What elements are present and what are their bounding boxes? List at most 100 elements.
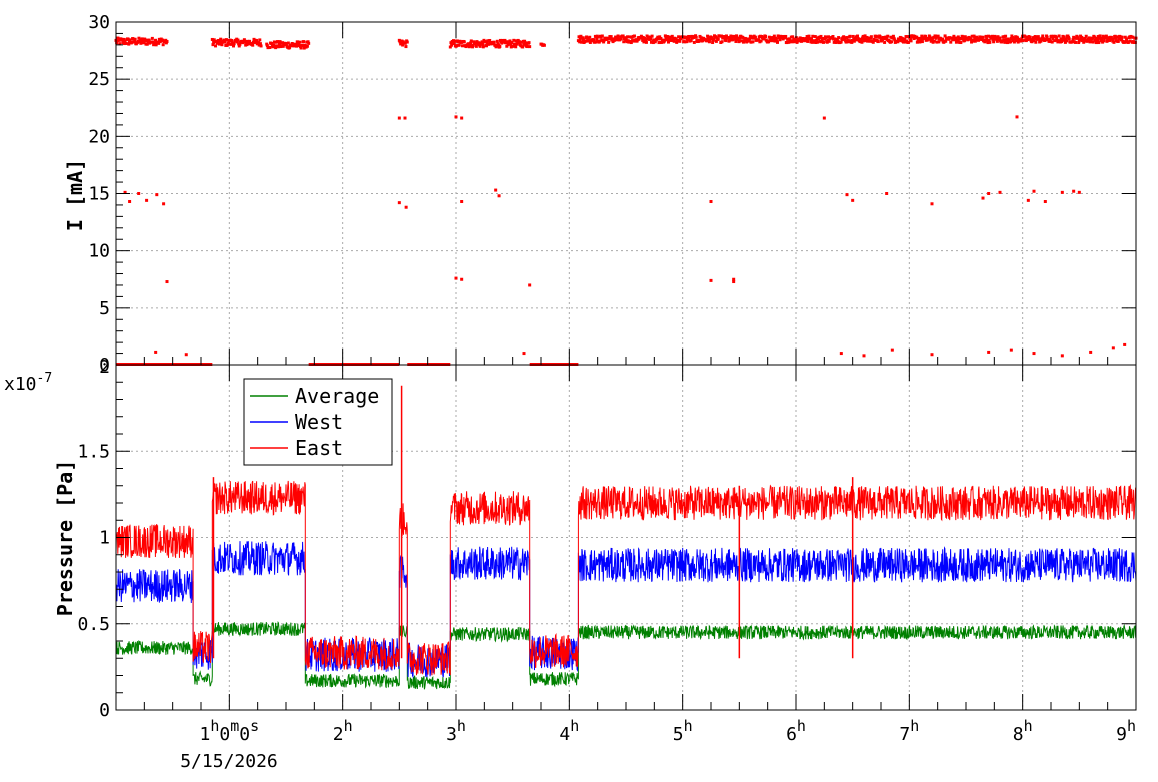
current-outlier-point	[822, 116, 826, 120]
current-data-point	[669, 38, 673, 42]
current-data-point	[138, 38, 142, 42]
current-outlier-point	[145, 198, 149, 202]
current-data-point	[1034, 40, 1038, 44]
current-data-point	[307, 41, 311, 45]
current-data-point	[995, 38, 999, 42]
current-outlier-point	[454, 276, 458, 280]
current-data-point	[1112, 40, 1116, 44]
current-data-point	[915, 35, 919, 39]
current-data-point	[905, 35, 909, 39]
current-data-point	[128, 38, 132, 42]
current-data-point	[920, 34, 924, 38]
current-outlier-point	[528, 283, 532, 287]
current-data-point	[819, 34, 823, 38]
current-data-point	[753, 35, 757, 39]
current-data-point	[486, 39, 490, 43]
current-data-point	[1125, 37, 1129, 41]
current-data-point	[276, 40, 280, 44]
pressure-y-multiplier: x10-7	[4, 371, 52, 395]
current-data-point	[258, 42, 262, 46]
current-data-point	[602, 40, 606, 44]
current-data-point	[705, 39, 709, 43]
current-outlier-point	[839, 352, 843, 356]
current-data-point	[734, 39, 738, 43]
current-data-point	[983, 40, 987, 44]
current-data-point	[1055, 36, 1059, 40]
pressure-series-average	[115, 621, 1137, 690]
current-data-point	[230, 38, 234, 42]
current-outlier-point	[845, 193, 849, 197]
current-data-point	[1045, 35, 1049, 39]
current-data-point	[891, 34, 895, 38]
current-data-point	[483, 40, 487, 44]
current-data-point	[588, 35, 592, 39]
current-data-point	[650, 34, 654, 38]
current-data-point	[714, 39, 718, 43]
current-data-point	[653, 40, 657, 44]
current-data-point	[970, 40, 974, 44]
pressure-y-top-label: 2	[99, 357, 110, 378]
time-tick-label: 9h	[1116, 717, 1136, 745]
current-data-point	[131, 37, 135, 41]
current-data-point	[306, 40, 310, 44]
current-data-point	[621, 34, 625, 38]
current-data-point	[951, 38, 955, 42]
current-data-point	[740, 39, 744, 43]
current-data-point	[987, 34, 991, 38]
current-data-point	[908, 36, 912, 40]
current-data-point	[265, 44, 269, 48]
current-y-tick-label: 30	[88, 12, 110, 33]
current-data-point	[987, 38, 991, 42]
current-data-point	[295, 44, 299, 48]
current-data-point	[900, 37, 904, 41]
current-data-point	[498, 44, 502, 48]
current-data-point	[1009, 40, 1013, 44]
current-data-point	[990, 34, 994, 38]
current-data-point	[847, 40, 851, 44]
current-data-point	[1097, 41, 1101, 45]
current-data-point	[127, 42, 131, 46]
current-data-point	[884, 35, 888, 39]
current-data-point	[784, 34, 788, 38]
current-data-point	[588, 40, 592, 44]
current-data-point	[140, 40, 143, 44]
current-data-point	[510, 41, 514, 45]
current-data-point	[667, 35, 671, 39]
current-data-point	[298, 40, 302, 44]
current-data-point	[505, 44, 509, 48]
current-data-point	[238, 42, 242, 46]
current-data-point	[161, 43, 165, 47]
current-data-point	[1117, 37, 1121, 41]
current-outlier-point	[460, 200, 464, 204]
current-data-point	[150, 36, 154, 40]
current-data-point	[745, 40, 749, 44]
current-data-point	[862, 39, 866, 43]
current-data-point	[1123, 35, 1127, 39]
current-data-point	[1080, 35, 1084, 39]
current-data-point	[751, 40, 755, 44]
current-data-point	[141, 41, 145, 45]
current-data-point	[294, 42, 298, 46]
current-outlier-point	[403, 116, 407, 120]
current-outlier-point	[981, 196, 985, 200]
current-data-point	[773, 39, 777, 43]
current-outlier-point	[137, 192, 141, 195]
current-data-point	[861, 34, 865, 38]
current-data-point	[646, 37, 650, 41]
current-data-point	[528, 45, 532, 49]
current-data-point	[485, 44, 489, 48]
current-data-point	[1003, 40, 1007, 44]
current-data-point	[935, 40, 939, 44]
current-data-point	[787, 37, 791, 41]
current-outlier-point	[1043, 200, 1047, 204]
current-data-point	[840, 38, 844, 42]
pressure-y-tick-label: 1.5	[77, 441, 110, 462]
current-data-point	[742, 39, 746, 43]
current-data-point	[961, 35, 965, 39]
current-data-point	[815, 38, 819, 42]
current-data-point	[930, 38, 934, 42]
current-data-point	[231, 44, 235, 48]
current-data-point	[656, 35, 660, 39]
current-data-point	[969, 37, 973, 41]
current-outlier-point	[460, 116, 464, 120]
